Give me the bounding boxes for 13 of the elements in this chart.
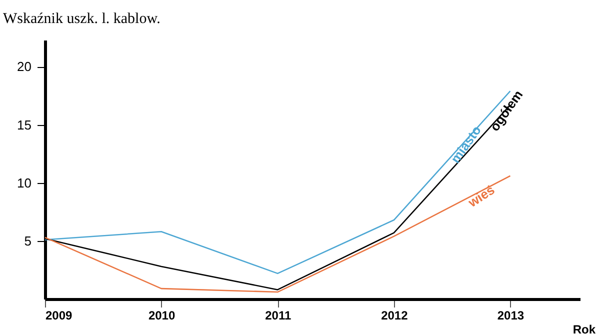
x-tick-label: 2010 [148, 308, 176, 322]
y-tick-label: 5 [24, 233, 32, 248]
x-axis-title: Rok [572, 322, 596, 336]
x-tick-label: 2009 [46, 308, 73, 322]
x-tick-label: 2012 [381, 308, 408, 322]
chart-title: Wskaźnik uszk. l. kablow. [3, 11, 160, 27]
text: wieś [464, 182, 498, 211]
y-tick-label: 15 [17, 117, 32, 132]
x-tick-label: 2013 [497, 308, 524, 322]
x-tick-label: 2011 [265, 308, 292, 322]
line-series [44, 175, 511, 293]
y-tick-label: 20 [17, 59, 32, 74]
y-tick-label: 10 [17, 175, 32, 190]
